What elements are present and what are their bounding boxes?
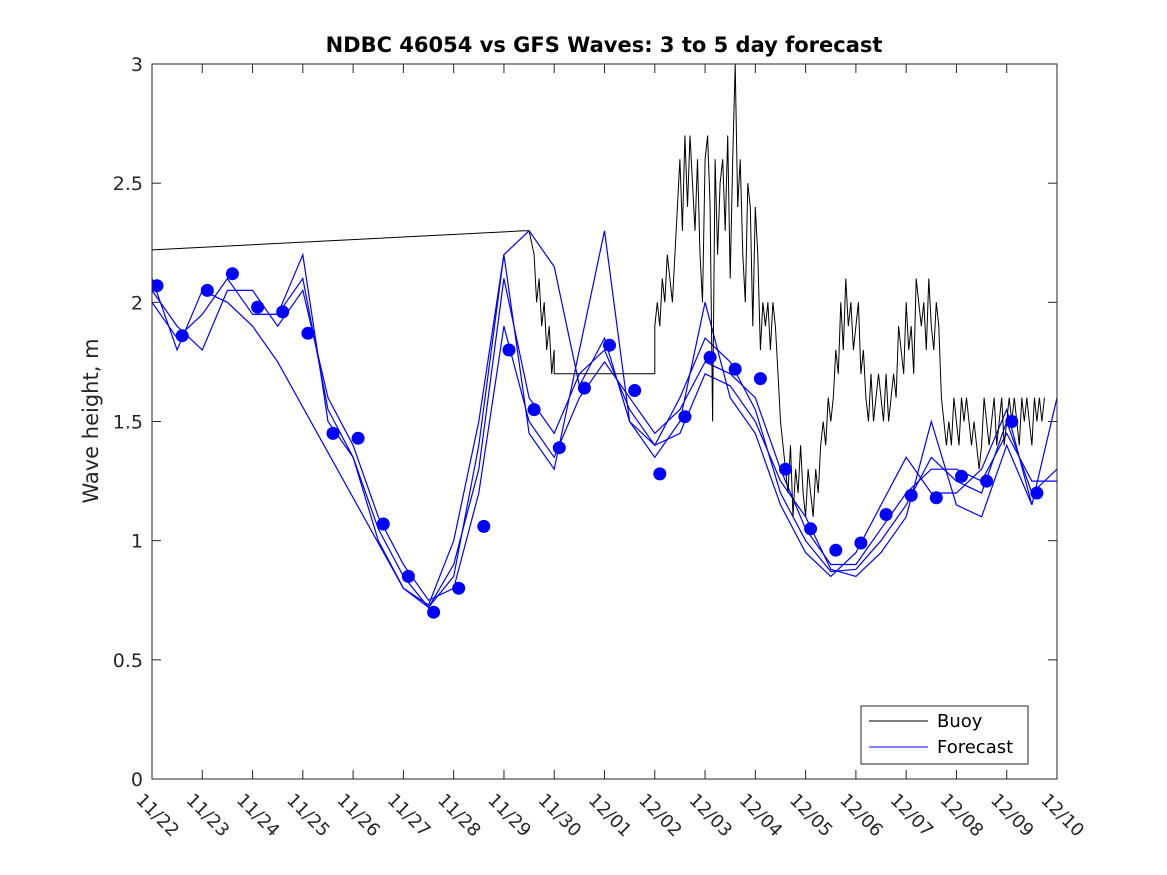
forecast-point-22 <box>678 410 692 424</box>
forecast-point-2 <box>175 329 189 343</box>
series-layer <box>152 64 1057 619</box>
forecast-point-4 <box>225 267 239 281</box>
forecast-point-25 <box>753 372 767 386</box>
forecast-point-18 <box>577 381 591 395</box>
forecast-point-26 <box>779 462 792 476</box>
forecast-point-7 <box>301 326 315 340</box>
forecast-point-32 <box>929 491 943 505</box>
forecast-point-13 <box>452 581 466 595</box>
forecast-point-15 <box>502 343 516 357</box>
legend-forecast-label: Forecast <box>937 737 1013 758</box>
forecast-point-19 <box>603 338 616 352</box>
chart-title: NDBC 46054 vs GFS Waves: 3 to 5 day fore… <box>326 33 883 57</box>
forecast-point-35 <box>1005 415 1019 428</box>
forecast-point-33 <box>955 469 968 483</box>
forecast-point-8 <box>326 426 340 440</box>
y-tick-label-0: 0 <box>131 769 143 791</box>
forecast-point-5 <box>251 300 265 314</box>
forecast-point-24 <box>728 362 742 376</box>
forecast-line-2 <box>152 276 1057 609</box>
forecast-point-21 <box>653 467 667 481</box>
buoy-line <box>152 64 1045 517</box>
forecast-point-12 <box>427 605 441 619</box>
y-tick-label-2: 1 <box>131 531 143 553</box>
y-tick-label-3: 1.5 <box>113 412 143 434</box>
forecast-point-14 <box>477 519 491 533</box>
forecast-point-34 <box>980 474 994 488</box>
forecast-point-27 <box>804 522 818 536</box>
forecast-point-23 <box>703 350 717 364</box>
forecast-point-31 <box>904 488 918 502</box>
forecast-point-11 <box>401 569 415 583</box>
forecast-point-3 <box>200 283 214 297</box>
y-axis-label: Wave height, m <box>79 338 103 503</box>
forecast-point-9 <box>351 431 365 445</box>
y-tick-label-1: 0.5 <box>113 650 143 672</box>
forecast-point-16 <box>527 403 541 417</box>
legend: Buoy Forecast <box>860 705 1029 765</box>
forecast-point-29 <box>854 536 868 550</box>
forecast-point-17 <box>552 441 566 455</box>
forecast-point-6 <box>276 305 290 319</box>
forecast-point-36 <box>1030 486 1044 500</box>
legend-box <box>860 705 1029 765</box>
forecast-point-1 <box>152 279 164 293</box>
forecast-point-20 <box>628 384 642 397</box>
legend-buoy-label: Buoy <box>937 711 983 732</box>
forecast-point-30 <box>879 508 893 521</box>
forecast-line-4 <box>152 229 1033 609</box>
forecast-point-28 <box>829 543 843 557</box>
plot-area <box>152 64 1057 779</box>
y-tick-label-5: 2.5 <box>113 173 143 195</box>
y-tick-label-4: 2 <box>131 292 143 314</box>
forecast-line-3 <box>252 230 1057 606</box>
forecast-point-10 <box>376 517 390 531</box>
y-tick-label-6: 3 <box>131 54 143 76</box>
